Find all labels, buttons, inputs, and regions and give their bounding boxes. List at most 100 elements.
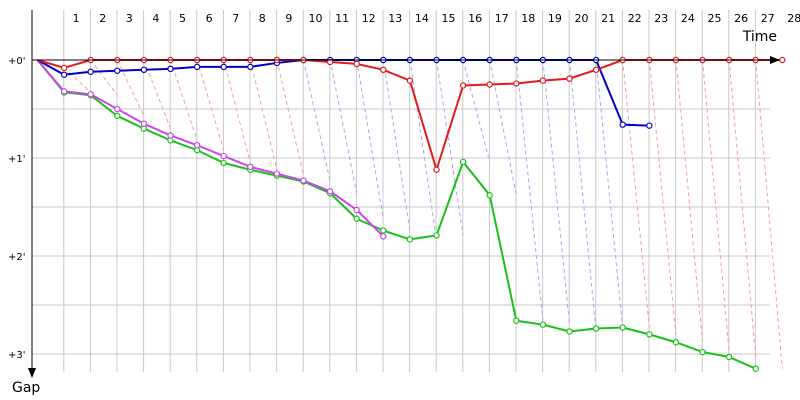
x-tick-label: 18 bbox=[521, 12, 535, 25]
lap-connector-line bbox=[515, 59, 544, 321]
x-tick-label: 15 bbox=[442, 12, 456, 25]
lap-connector-line bbox=[436, 59, 464, 236]
lap-connector-line bbox=[409, 59, 437, 240]
series-point-green bbox=[380, 227, 387, 234]
x-tick-label: 27 bbox=[761, 12, 775, 25]
series-point-magenta bbox=[247, 163, 254, 171]
lap-connector-line bbox=[382, 59, 411, 231]
series-point-green bbox=[646, 331, 653, 338]
series-point-red bbox=[353, 60, 360, 68]
axes: Time Gap bbox=[12, 10, 780, 396]
series-line-green bbox=[36, 59, 757, 370]
lap-connector-line bbox=[143, 59, 171, 129]
series-point-red bbox=[326, 58, 334, 66]
y-tick-label: +3' bbox=[8, 350, 26, 361]
x-tick-label: 7 bbox=[232, 12, 239, 25]
lap-connector-line bbox=[329, 59, 358, 194]
series-point-green bbox=[539, 321, 547, 328]
x-tick-label: 11 bbox=[335, 12, 349, 25]
x-tick-label: 22 bbox=[628, 12, 642, 25]
x-tick-label: 26 bbox=[734, 12, 748, 25]
series-point-magenta bbox=[326, 188, 334, 195]
series-point-green bbox=[459, 158, 467, 166]
series-point-magenta bbox=[380, 233, 387, 240]
y-tick-label: +0' bbox=[8, 56, 26, 67]
series-point-magenta bbox=[300, 177, 307, 184]
series-point-blue bbox=[220, 63, 227, 71]
series-point-magenta bbox=[87, 91, 94, 98]
x-tick-label: 12 bbox=[362, 12, 376, 25]
x-axis-arrow-icon bbox=[770, 56, 780, 64]
x-tick-label: 9 bbox=[285, 12, 292, 25]
x-tick-label: 3 bbox=[126, 12, 133, 25]
x-axis-title: Time bbox=[742, 29, 777, 45]
x-tick-label: 25 bbox=[708, 12, 722, 25]
x-tick-label: 23 bbox=[654, 12, 668, 25]
x-tick-label: 28 bbox=[787, 12, 800, 25]
lap-connector-line bbox=[728, 59, 757, 357]
y-axis-arrow-icon bbox=[28, 368, 36, 378]
x-tick-label: 19 bbox=[548, 12, 562, 25]
series-point-green bbox=[725, 353, 733, 361]
x-tick-label: 4 bbox=[152, 12, 159, 25]
series-point-green bbox=[752, 365, 759, 372]
series-point-magenta bbox=[60, 88, 68, 95]
series-point-green bbox=[220, 159, 227, 167]
series-lines bbox=[36, 56, 786, 372]
series-point-blue bbox=[140, 66, 148, 74]
series-point-red bbox=[60, 64, 68, 72]
series-point-green bbox=[699, 348, 706, 356]
lap-connector-line bbox=[303, 59, 331, 182]
lap-connector-line bbox=[702, 59, 730, 353]
series-point-green bbox=[406, 236, 414, 243]
series-point-green bbox=[513, 317, 520, 324]
series-point-red bbox=[459, 82, 467, 89]
lap-connectors bbox=[63, 59, 783, 369]
x-tick-label: 16 bbox=[468, 12, 482, 25]
series-point-red bbox=[433, 166, 440, 173]
lap-connector-line bbox=[648, 59, 677, 335]
series-point-red bbox=[566, 75, 573, 82]
lap-connector-line bbox=[116, 59, 145, 117]
lap-connector-line bbox=[462, 59, 491, 163]
series-point-red bbox=[513, 80, 520, 87]
x-tick-label: 10 bbox=[309, 12, 323, 25]
x-tick-label: 21 bbox=[601, 12, 615, 25]
lap-connector-line bbox=[356, 59, 384, 219]
x-tick-label: 2 bbox=[99, 12, 106, 25]
series-point-green bbox=[353, 215, 360, 222]
x-tick-label: 13 bbox=[388, 12, 402, 25]
series-point-magenta bbox=[114, 105, 121, 113]
series-point-green bbox=[566, 328, 573, 335]
x-tick-label: 6 bbox=[206, 12, 213, 25]
x-tick-label: 8 bbox=[259, 12, 266, 25]
lap-connector-line bbox=[170, 59, 198, 141]
lap-connector-line bbox=[489, 59, 517, 196]
series-point-green bbox=[433, 232, 440, 239]
series-point-blue bbox=[114, 67, 121, 74]
x-tick-label: 17 bbox=[495, 12, 509, 25]
lap-connector-line bbox=[196, 59, 225, 151]
series-point-blue bbox=[167, 65, 174, 73]
series-point-blue bbox=[646, 122, 653, 129]
lap-connector-line bbox=[276, 59, 304, 176]
lap-connector-line bbox=[542, 59, 570, 325]
lap-connector-line bbox=[90, 59, 118, 96]
lap-connector-line bbox=[675, 59, 703, 343]
series-point-magenta bbox=[167, 132, 174, 139]
lap-connector-line bbox=[63, 67, 92, 93]
series-point-green bbox=[672, 339, 680, 346]
series-point-red bbox=[406, 77, 414, 84]
series-line-magenta bbox=[36, 59, 385, 238]
lap-connector-line bbox=[755, 59, 783, 369]
y-tick-label: +1' bbox=[8, 154, 26, 165]
series-point-magenta bbox=[353, 206, 360, 214]
series-point-magenta bbox=[140, 120, 148, 127]
x-tick-label: 20 bbox=[575, 12, 589, 25]
x-tick-label: 5 bbox=[179, 12, 186, 25]
series-point-green bbox=[114, 112, 121, 120]
lap-connector-line bbox=[622, 59, 650, 328]
series-point-blue bbox=[193, 63, 201, 71]
series-point-red bbox=[592, 66, 600, 74]
